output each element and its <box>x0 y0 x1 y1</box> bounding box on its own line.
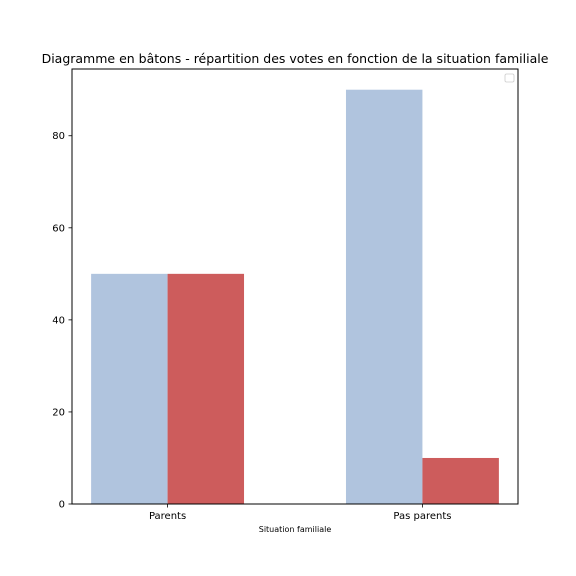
x-tick-label: Pas parents <box>393 511 451 522</box>
x-axis: Parents Pas parents <box>149 504 451 522</box>
y-tick-label: 80 <box>52 131 65 142</box>
legend-box <box>504 73 515 83</box>
bar-series1-pas-parents <box>345 89 423 504</box>
y-tick-label: 20 <box>52 407 65 418</box>
plot-frame <box>71 68 519 505</box>
bar-series1-parents <box>91 273 168 504</box>
bar-series2-pas-parents <box>422 457 499 504</box>
chart-title: Diagramme en bâtons - répartition des vo… <box>42 51 549 66</box>
x-tick-label: Parents <box>149 511 186 522</box>
y-tick-label: 0 <box>59 500 65 511</box>
y-tick-label: 60 <box>52 223 65 234</box>
bars-group <box>91 89 499 504</box>
y-tick-label: 40 <box>52 315 65 326</box>
bar-series2-parents <box>167 273 245 504</box>
x-axis-label: Situation familiale <box>259 525 332 534</box>
y-axis: 0 20 40 60 80 <box>52 131 72 511</box>
